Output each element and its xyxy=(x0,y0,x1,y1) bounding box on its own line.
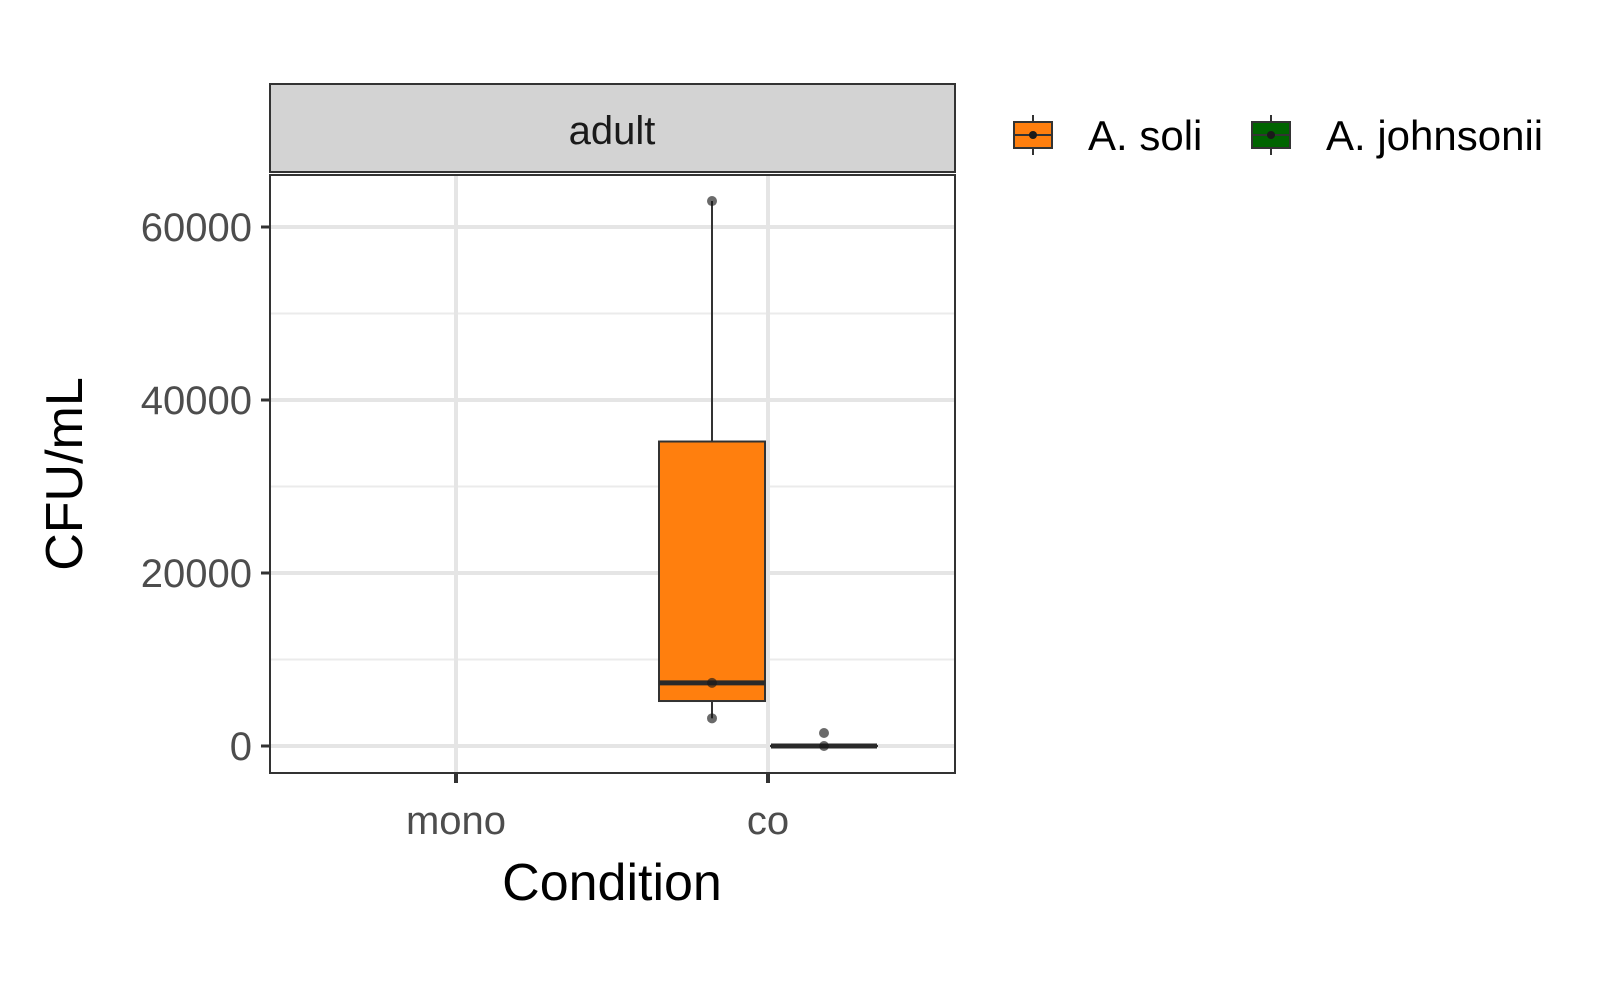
y-tick-label: 0 xyxy=(230,725,252,769)
legend-label: A. johnsonii xyxy=(1326,112,1543,159)
box-layer xyxy=(658,196,878,751)
facet-strip xyxy=(269,83,956,173)
data-point xyxy=(707,713,717,724)
data-point xyxy=(819,728,829,739)
facet-label: adult xyxy=(569,109,656,153)
legend: A. soli A. johnsonii xyxy=(1013,112,1543,159)
legend-key-point xyxy=(1029,131,1037,139)
x-axis: mono co xyxy=(406,773,789,843)
data-point xyxy=(707,196,717,207)
panel-background xyxy=(270,175,955,773)
y-tick-label: 20000 xyxy=(141,552,252,596)
x-tick-label: co xyxy=(747,799,789,843)
y-axis: 0 20000 40000 60000 xyxy=(141,206,270,769)
box-body xyxy=(658,440,766,703)
y-tick-label: 40000 xyxy=(141,379,252,423)
y-tick-label: 60000 xyxy=(141,206,252,250)
grid-lines xyxy=(270,175,955,773)
x-axis-title: Condition xyxy=(502,854,722,912)
panel-border xyxy=(269,174,956,774)
x-tick-label: mono xyxy=(406,799,506,843)
y-axis-title: CFU/mL xyxy=(36,377,94,571)
legend-label: A. soli xyxy=(1088,112,1202,159)
legend-key-point xyxy=(1267,131,1275,139)
data-point xyxy=(819,741,829,751)
data-point xyxy=(707,677,717,688)
